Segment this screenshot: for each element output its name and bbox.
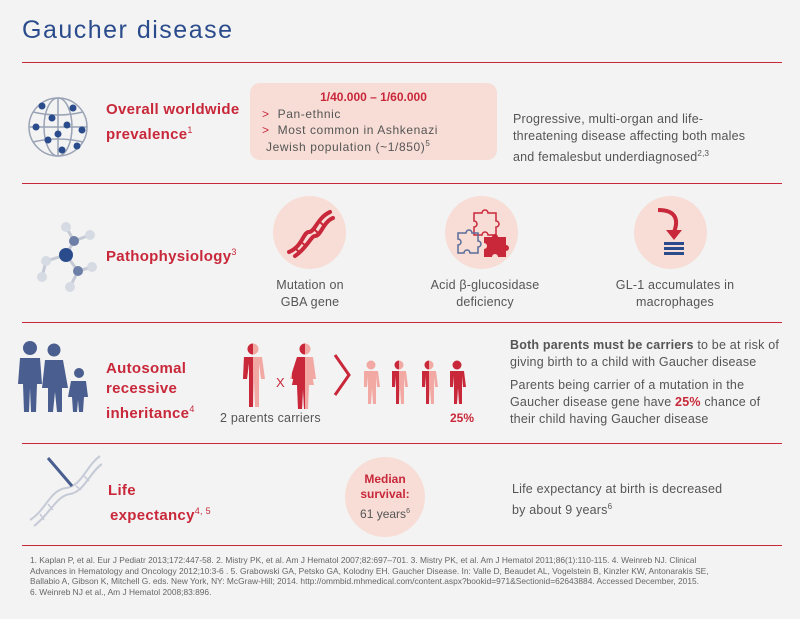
references: 1. Kaplan P, et al. Eur J Pediatr 2013;1… (30, 555, 770, 597)
description-line: giving birth to a child with Gaucher dis… (510, 355, 757, 369)
caption-line: GL-1 accumulates in (615, 278, 735, 292)
description-text: Gaucher disease gene have (510, 395, 676, 409)
cross-symbol: X (276, 375, 285, 390)
description-text: to be at risk of (693, 338, 780, 352)
description-line: Life expectancy at birth is decreased (512, 482, 723, 496)
chevron-right-icon (333, 354, 351, 396)
prevalence-heading: Overall worldwide prevalence1 (106, 100, 239, 145)
divider (22, 62, 782, 63)
reference-line: 1. Kaplan P, et al. Eur J Pediatr 2013;1… (30, 555, 697, 565)
inheritance-heading-line1: Autosomal (106, 360, 187, 377)
footnote-ref: 4, 5 (194, 506, 211, 516)
globe-network-icon (28, 97, 88, 157)
inheritance-heading: Autosomal recessive inheritance4 (106, 359, 195, 424)
reference-line: Advances in Hematology and Oncology 2012… (30, 565, 709, 576)
divider (22, 545, 782, 546)
inheritance-heading-line2: recessive (106, 380, 178, 397)
footnote-ref: 6 (607, 502, 613, 511)
caption-line: deficiency (456, 295, 514, 309)
pathophysiology-item-caption: GL-1 accumulates in macrophages (600, 277, 750, 311)
life-heading: Life expectancy4, 5 (108, 481, 211, 526)
carrier-parents-icon (243, 343, 316, 409)
footnote-ref: 2,3 (697, 149, 710, 158)
emphasis-text: Both parents must be carriers (510, 338, 694, 352)
inheritance-description: Both parents must be carriers to be at r… (510, 337, 779, 428)
caption-line: Acid β-glucosidase (430, 278, 540, 292)
pathophysiology-heading-label: Pathophysiology (106, 248, 232, 265)
footnote-ref: 4 (189, 404, 195, 414)
description-line: Parents being carrier of a mutation in t… (510, 378, 745, 392)
list-item-label: Most common in Ashkenazi (277, 123, 439, 137)
list-item: > Most common in Ashkenazi (262, 123, 438, 137)
description-line: and femalesbut underdiagnosed (513, 150, 698, 165)
description-text: chance of (700, 395, 761, 409)
page-title: Gaucher disease (22, 16, 234, 44)
median-label: survival: (360, 487, 410, 501)
footnote-ref: 5 (425, 139, 431, 148)
molecule-icon (37, 222, 97, 292)
dna-strand-icon (29, 455, 102, 527)
family-icon (18, 341, 88, 412)
divider (22, 322, 782, 323)
life-heading-line2: expectancy (110, 507, 195, 524)
parents-caption: 2 parents carriers (220, 411, 321, 425)
puzzle-icon (457, 209, 509, 257)
caption-line: GBA gene (280, 295, 340, 309)
pathophysiology-item-caption: Acid β-glucosidase deficiency (410, 277, 560, 311)
inheritance-heading-line3: inheritance (106, 405, 190, 422)
footnote-ref: 1 (187, 125, 193, 135)
pathophysiology-item-caption: Mutation on GBA gene (230, 277, 390, 311)
chance-highlight: 25% (675, 395, 701, 409)
description-line: by about 9 years (512, 503, 608, 518)
prevalence-box (250, 83, 497, 160)
continuation-text: Jewish population (~1/850) (266, 140, 426, 154)
dna-helix-icon (287, 210, 335, 258)
median-value: 61 years (360, 507, 407, 521)
caption-line: Mutation on (276, 278, 344, 292)
description-line: threatening disease affecting both males (513, 129, 746, 143)
list-item-continuation: Jewish population (~1/850)5 (266, 139, 430, 154)
median-survival-badge (345, 457, 425, 537)
prevalence-range: 1/40.000 – 1/60.000 (320, 90, 427, 104)
footnote-ref: 3 (231, 247, 237, 257)
list-item: > Pan-ethnic (262, 107, 341, 121)
prevalence-heading-line2: prevalence (106, 126, 188, 143)
reference-line: Ballabio A, Gibson K, Mitchell G. eds. N… (30, 576, 699, 586)
pathophysiology-heading: Pathophysiology3 (106, 242, 237, 267)
life-description: Life expectancy at birth is decreased by… (512, 481, 722, 519)
divider (22, 443, 782, 444)
divider (22, 183, 782, 184)
accumulation-arrow-icon (657, 208, 684, 255)
life-heading-line1: Life (108, 482, 136, 499)
chance-label: 25% (450, 411, 475, 425)
prevalence-description: Progressive, multi-organ and life- threa… (513, 111, 745, 166)
description-line: their child having Gaucher disease (510, 412, 709, 426)
median-survival: Median survival: 61 years6 (345, 472, 425, 522)
reference-line: 6. Weinreb NJ et al., Am J Hematol 2008;… (30, 586, 212, 597)
footnote-ref: 6 (406, 508, 410, 515)
prevalence-heading-line1: Overall worldwide (106, 101, 240, 118)
bullet-arrow-icon: > (262, 123, 270, 137)
children-outcomes-icon (364, 360, 466, 404)
caption-line: macrophages (636, 295, 714, 309)
bullet-arrow-icon: > (262, 107, 270, 121)
median-label: Median (364, 472, 406, 486)
description-line: Progressive, multi-organ and life- (513, 112, 704, 126)
list-item-label: Pan-ethnic (277, 107, 341, 121)
